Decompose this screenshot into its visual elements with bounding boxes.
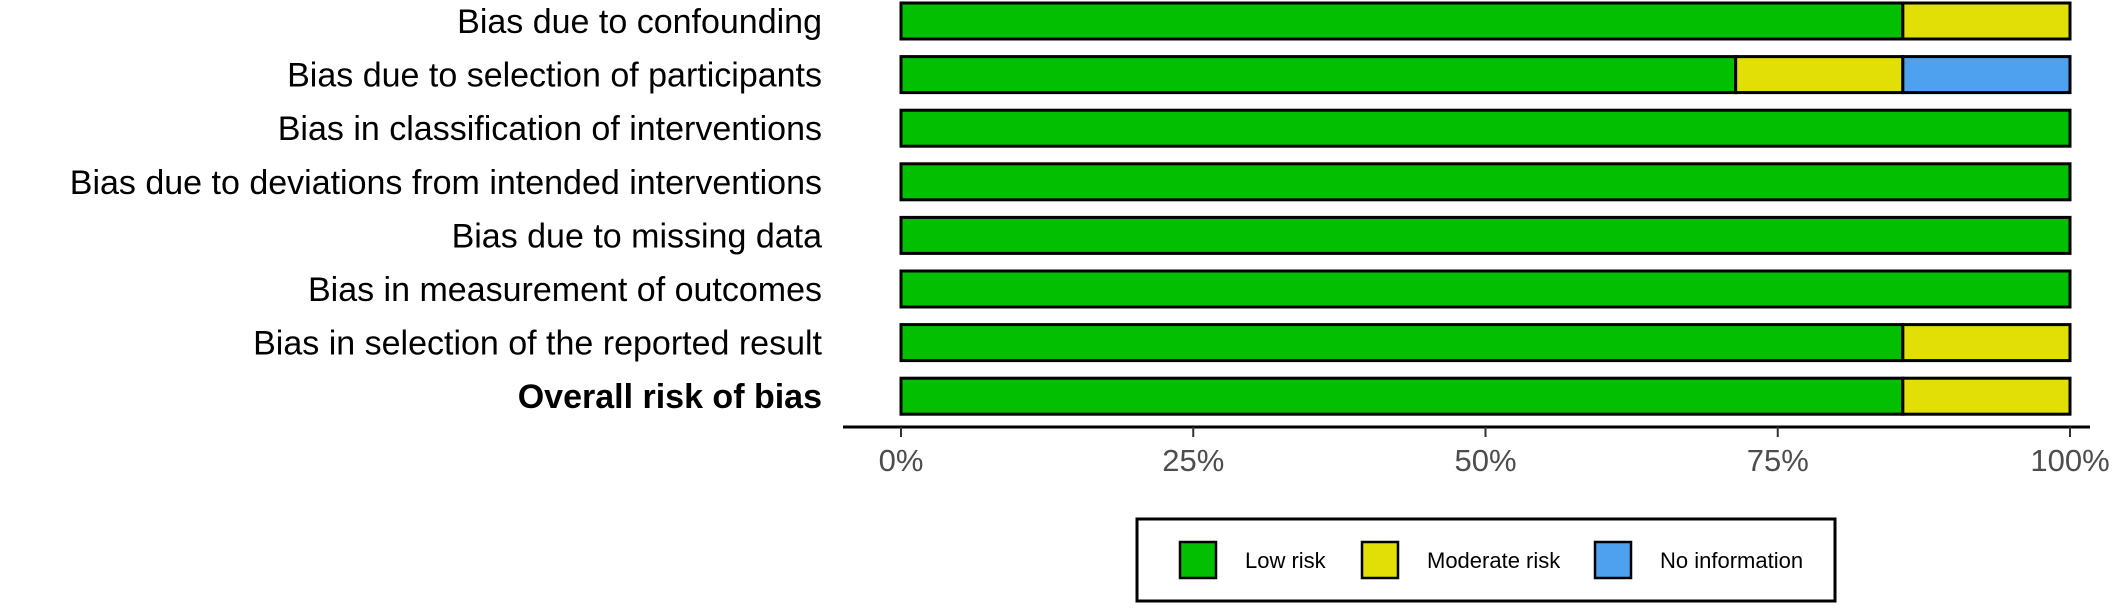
legend-key-no-information xyxy=(1593,540,1633,580)
bar-bias-in-classification-of-interventions-low-risk xyxy=(899,108,2072,148)
bar-bias-due-to-confounding-moderate-risk xyxy=(1901,1,2072,41)
bar-bias-due-to-confounding-low-risk xyxy=(899,1,1905,41)
bar-overall-risk-of-bias-low-risk xyxy=(899,376,1905,416)
row-label-bias-due-to-selection-of-participants: Bias due to selection of participants xyxy=(287,57,822,95)
x-tick-label-25: 25% xyxy=(1162,443,1224,478)
row-label-bias-due-to-deviations-from-intended-interventions: Bias due to deviations from intended int… xyxy=(70,164,822,202)
bar-bias-in-selection-of-the-reported-result-moderate-risk xyxy=(1901,323,2072,363)
bar-bias-due-to-selection-of-participants-moderate-risk xyxy=(1734,55,1905,95)
row-label-bias-in-classification-of-interventions: Bias in classification of interventions xyxy=(278,110,822,148)
bar-bias-in-selection-of-the-reported-result-low-risk xyxy=(899,323,1905,363)
bar-bias-in-measurement-of-outcomes-low-risk xyxy=(899,269,2072,309)
bar-bias-due-to-missing-data-low-risk xyxy=(899,215,2072,255)
x-tick-label-0: 0% xyxy=(879,443,924,478)
legend-key-low-risk xyxy=(1178,540,1218,580)
legend-label-no-information: No information xyxy=(1660,548,1803,573)
x-tick-label-50: 50% xyxy=(1454,443,1516,478)
legend-box xyxy=(1135,517,1837,603)
bar-bias-due-to-deviations-from-intended-interventions-low-risk xyxy=(899,162,2072,202)
row-label-bias-due-to-missing-data: Bias due to missing data xyxy=(452,217,823,255)
x-axis: 0% 25% 50% 75% 100% xyxy=(843,425,2110,478)
row-label-bias-in-measurement-of-outcomes: Bias in measurement of outcomes xyxy=(308,271,822,309)
legend-key-moderate-risk xyxy=(1360,540,1400,580)
x-tick-label-75: 75% xyxy=(1747,443,1809,478)
bar-bias-due-to-selection-of-participants-no-information xyxy=(1901,55,2072,95)
legend: Low risk Moderate risk No information xyxy=(1135,517,1837,603)
legend-label-moderate-risk: Moderate risk xyxy=(1427,548,1561,573)
row-label-bias-in-selection-of-the-reported-result: Bias in selection of the reported result xyxy=(253,325,822,363)
x-tick-label-100: 100% xyxy=(2030,443,2109,478)
bars-layer xyxy=(899,1,2072,416)
legend-label-low-risk: Low risk xyxy=(1245,548,1327,573)
row-label-overall-risk-of-bias: Overall risk of bias xyxy=(518,378,822,416)
bar-overall-risk-of-bias-moderate-risk xyxy=(1901,376,2072,416)
row-label-bias-due-to-confounding: Bias due to confounding xyxy=(457,3,822,41)
bar-bias-due-to-selection-of-participants-low-risk xyxy=(899,55,1738,95)
row-labels: Bias due to confounding Bias due to selec… xyxy=(70,3,823,416)
